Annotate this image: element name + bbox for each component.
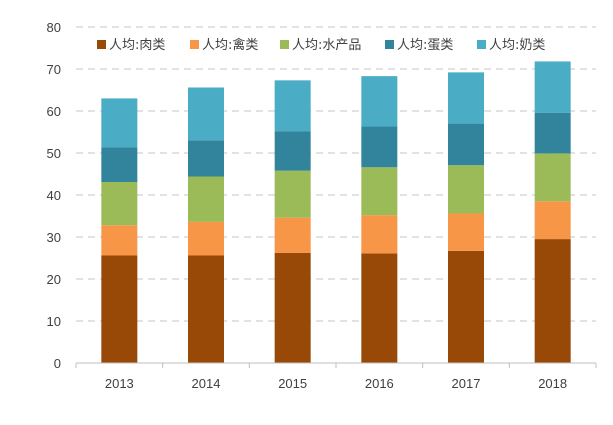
y-tick-label: 0	[54, 356, 61, 371]
legend-swatch	[477, 40, 486, 49]
bar-segment-2014-1	[188, 221, 224, 256]
legend-swatch	[97, 40, 106, 49]
axes: 0 10 20 30 40 50 60 70 80 2013 2014 2015 2016 2017 201…	[47, 20, 597, 391]
bar-segment-2017-1	[448, 213, 484, 251]
x-tick-label: 2016	[365, 376, 394, 391]
y-tick-label: 10	[47, 314, 61, 329]
x-tick-label: 2015	[278, 376, 307, 391]
y-tick-label: 40	[47, 188, 61, 203]
bar-segment-2018-1	[534, 201, 571, 240]
bar-segment-2013-0	[101, 255, 138, 363]
bar-segment-2016-2	[361, 167, 398, 216]
bar-segment-2018-4	[534, 61, 571, 113]
bar-segment-2014-3	[188, 140, 224, 177]
bar-segment-2016-4	[361, 76, 398, 127]
bar-segment-2018-3	[534, 112, 571, 154]
gridlines	[76, 26, 596, 322]
legend-label: 人均:蛋类	[397, 38, 453, 53]
bar-segment-2015-1	[274, 217, 311, 253]
y-tick-label: 50	[47, 146, 61, 161]
bar-segment-2016-3	[361, 126, 398, 168]
bar-segment-2015-2	[274, 170, 311, 218]
bar-segment-2017-4	[448, 72, 484, 124]
y-tick-label: 80	[47, 20, 61, 35]
legend-swatch	[280, 40, 289, 49]
bar-segment-2013-4	[101, 98, 138, 148]
bar-segment-2013-2	[101, 181, 138, 226]
bar-segment-2017-2	[448, 165, 484, 214]
bar-segment-2018-0	[534, 239, 571, 363]
bar-segment-2016-1	[361, 215, 398, 254]
x-tick-label: 2017	[452, 376, 481, 391]
bar-segment-2017-0	[448, 250, 484, 363]
y-tick-label: 20	[47, 272, 61, 287]
bar-segment-2014-0	[188, 255, 224, 363]
bar-segment-2015-4	[274, 80, 311, 132]
legend-label: 人均:水产品	[292, 38, 361, 53]
bar-segment-2018-2	[534, 153, 571, 202]
x-tick-label: 2014	[192, 376, 221, 391]
bar-segment-2015-3	[274, 131, 311, 171]
bar-segment-2014-2	[188, 176, 224, 222]
y-tick-label: 70	[47, 62, 61, 77]
x-tick-label: 2013	[105, 376, 134, 391]
bars	[101, 61, 571, 363]
legend: 人均:肉类 人均:禽类 人均:水产品 人均:蛋类 人均:奶类	[97, 37, 545, 53]
bar-segment-2015-0	[274, 252, 311, 363]
legend-swatch	[190, 40, 199, 49]
legend-label: 人均:奶类	[489, 38, 545, 53]
y-tick-label: 60	[47, 104, 61, 119]
bar-segment-2013-1	[101, 225, 138, 256]
x-tick-label: 2018	[538, 376, 567, 391]
bar-segment-2013-3	[101, 147, 138, 182]
bar-segment-2014-4	[188, 87, 224, 141]
legend-label: 人均:肉类	[109, 38, 165, 53]
legend-swatch	[385, 40, 394, 49]
y-tick-label: 30	[47, 230, 61, 245]
bar-segment-2016-0	[361, 253, 398, 363]
legend-label: 人均:禽类	[202, 37, 258, 53]
bar-segment-2017-3	[448, 123, 484, 166]
